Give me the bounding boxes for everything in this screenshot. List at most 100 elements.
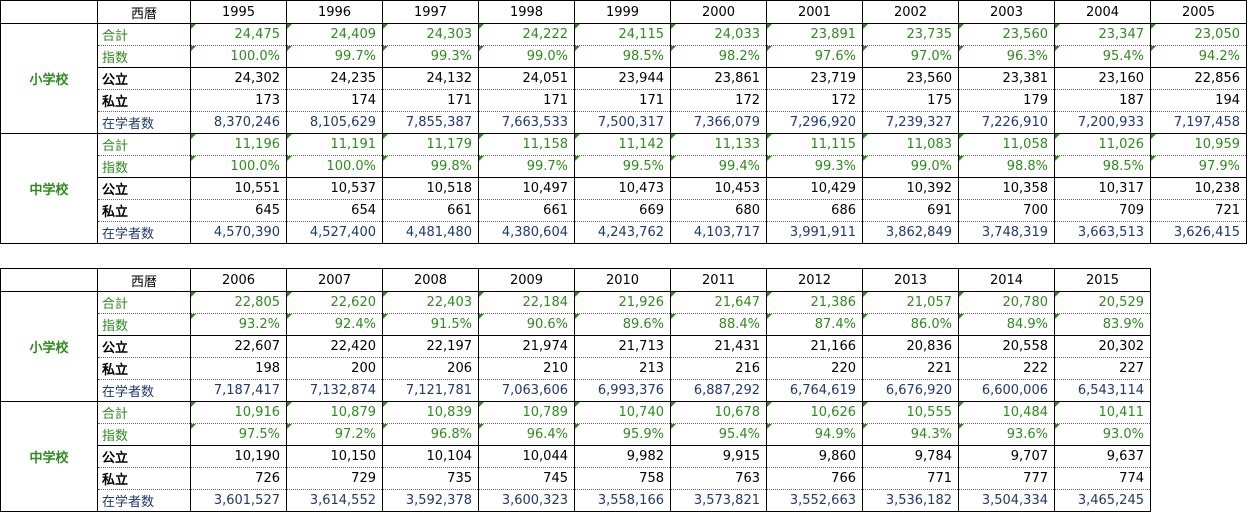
value-cell: 10,392 [862,177,959,200]
value-cell: 700 [958,199,1055,222]
value-cell: 11,191 [286,133,383,156]
year-header: 2009 [478,268,575,292]
data-row: 小学校 合計 24,475 24,409 24,303 24,222 24,115 24,03… [0,23,1247,134]
value-cell: 84.9% [958,313,1055,336]
value-cell: 216 [670,357,767,380]
value-cell: 6,543,114 [1054,379,1151,402]
value-cell: 10,518 [382,177,479,200]
value-cell: 3,573,821 [670,489,767,512]
value-cell: 98.5% [574,45,671,68]
value-cell: 9,915 [670,445,767,468]
value-cell: 23,735 [862,23,959,46]
value-cell: 23,891 [766,23,863,46]
year-header: 1998 [478,0,575,24]
value-cell: 10,789 [478,401,575,424]
value-cell: 21,431 [670,335,767,358]
year-header: 2007 [286,268,383,292]
year-header: 2005 [1150,0,1247,24]
data-table: 西暦 1995 1996 1997 1998 1999 2000 2001 2002 2003 20… [0,0,1247,244]
value-cell: 3,552,663 [766,489,863,512]
value-cell: 7,200,933 [1054,111,1151,134]
value-cell: 7,197,458 [1150,111,1247,134]
data-row: 公立 22,607 22,420 22,197 21,974 21,713 21,431 21… [1,335,1151,358]
value-cell: 92.4% [286,313,383,336]
value-cell: 99.0% [478,45,575,68]
row-label: 公立 [97,445,191,468]
value-cell: 24,115 [574,23,671,46]
value-cell: 171 [478,89,575,112]
value-cell: 735 [382,467,479,490]
value-cell: 96.8% [382,423,479,446]
value-cell: 10,959 [1150,133,1247,156]
data-row: 私立 198 200 206 210 213 216 220 221 222 227 [1,357,1151,380]
header-row: 西暦 1995 1996 1997 1998 1999 2000 2001 2002 2003 20… [0,0,1247,24]
value-cell: 774 [1054,467,1151,490]
value-cell: 98.8% [958,155,1055,178]
value-cell: 11,179 [382,133,479,156]
value-cell: 200 [286,357,383,380]
value-cell: 10,044 [478,445,575,468]
value-cell: 24,033 [670,23,767,46]
value-cell: 22,856 [1150,67,1247,90]
value-cell: 99.8% [382,155,479,178]
value-cell: 213 [574,357,671,380]
row-label: 合計 [97,291,191,314]
value-cell: 99.3% [382,45,479,68]
corner-cell [0,0,98,24]
value-cell: 24,302 [190,67,287,90]
value-cell: 23,050 [1150,23,1247,46]
data-row: 在学者数 7,187,417 7,132,874 7,121,781 7,063,606… [1,379,1151,402]
row-label: 在学者数 [97,489,191,512]
data-row: 在学者数 8,370,246 8,105,629 7,855,387 7,663,533… [1,111,1247,134]
value-cell: 20,302 [1054,335,1151,358]
data-row: 在学者数 3,601,527 3,614,552 3,592,378 3,600,323… [1,489,1151,512]
value-cell: 10,626 [766,401,863,424]
value-cell: 24,303 [382,23,479,46]
value-cell: 97.2% [286,423,383,446]
value-cell: 93.0% [1054,423,1151,446]
value-cell: 3,862,849 [862,221,959,244]
value-cell: 8,370,246 [190,111,287,134]
value-cell: 23,719 [766,67,863,90]
value-cell: 10,411 [1054,401,1151,424]
value-cell: 23,160 [1054,67,1151,90]
value-cell: 24,132 [382,67,479,90]
row-label: 私立 [97,467,191,490]
value-cell: 763 [670,467,767,490]
value-cell: 729 [286,467,383,490]
value-cell: 222 [958,357,1055,380]
value-cell: 94.2% [1150,45,1247,68]
value-cell: 6,676,920 [862,379,959,402]
value-cell: 11,083 [862,133,959,156]
row-label: 公立 [97,177,191,200]
value-cell: 745 [478,467,575,490]
value-cell: 99.3% [766,155,863,178]
row-label: 指数 [97,45,191,68]
data-row: 公立 10,551 10,537 10,518 10,497 10,473 10,453 10… [1,177,1247,200]
value-cell: 23,944 [574,67,671,90]
value-cell: 95.9% [574,423,671,446]
value-cell: 3,601,527 [190,489,287,512]
value-cell: 4,527,400 [286,221,383,244]
value-cell: 654 [286,199,383,222]
value-cell: 10,150 [286,445,383,468]
group-label: 小学校 [0,291,98,402]
value-cell: 99.4% [670,155,767,178]
value-cell: 645 [190,199,287,222]
value-cell: 91.5% [382,313,479,336]
data-row: 小学校 合計 22,805 22,620 22,403 22,184 21,926 21,64… [0,291,1151,402]
value-cell: 7,187,417 [190,379,287,402]
value-cell: 179 [958,89,1055,112]
value-cell: 198 [190,357,287,380]
year-header: 1996 [286,0,383,24]
value-cell: 220 [766,357,863,380]
value-cell: 173 [190,89,287,112]
value-cell: 6,600,006 [958,379,1055,402]
value-cell: 3,504,334 [958,489,1055,512]
value-cell: 20,529 [1054,291,1151,314]
year-header: 2001 [766,0,863,24]
value-cell: 10,317 [1054,177,1151,200]
value-cell: 194 [1150,89,1247,112]
value-cell: 21,166 [766,335,863,358]
